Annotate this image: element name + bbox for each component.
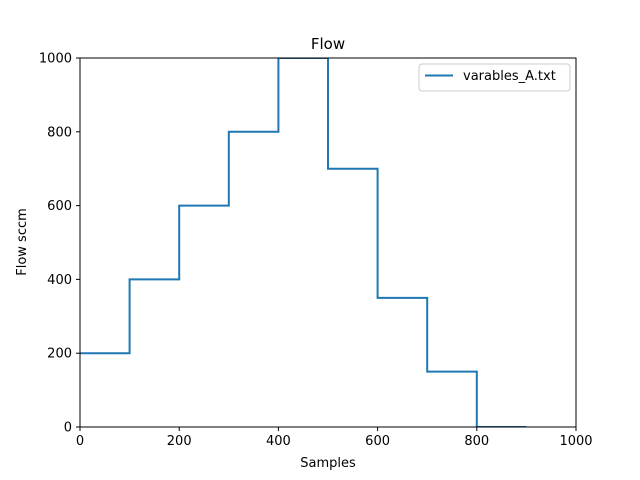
x-tick-label: 1000 (559, 434, 592, 449)
y-tick-label: 400 (47, 273, 72, 288)
legend: varables_A.txt (418, 63, 571, 92)
chart-title: Flow (311, 35, 345, 53)
x-tick-label: 200 (167, 434, 192, 449)
legend-entry-label: varables_A.txt (463, 69, 556, 84)
plot-frame (79, 57, 577, 428)
series-line-0 (80, 58, 527, 427)
y-tick-label: 200 (47, 347, 72, 362)
y-tick-label: 600 (47, 199, 72, 214)
x-axis-label: Samples (300, 456, 356, 471)
y-tick-label: 800 (47, 125, 72, 140)
x-tick-label: 800 (464, 434, 489, 449)
y-axis-label: Flow sccm (15, 208, 30, 276)
y-tick-label: 1000 (39, 52, 72, 67)
x-tick-label: 0 (76, 434, 84, 449)
x-tick-label: 600 (365, 434, 390, 449)
x-tick-label: 400 (266, 434, 291, 449)
legend-box (418, 63, 571, 92)
y-tick-label: 0 (64, 421, 72, 436)
